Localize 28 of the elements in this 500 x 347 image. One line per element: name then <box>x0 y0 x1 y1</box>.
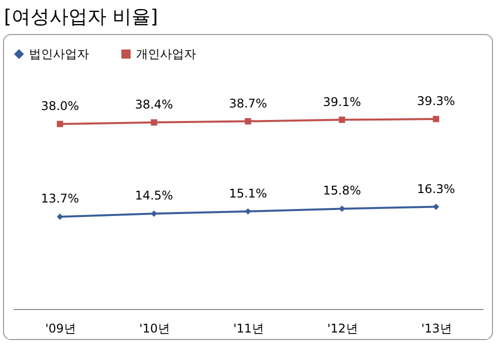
x-tick-label: '13년 <box>421 322 452 336</box>
x-tick-label: '09년 <box>45 322 76 336</box>
data-label: 39.3% <box>416 94 456 108</box>
x-tick-label: '11년 <box>233 322 264 336</box>
point <box>244 118 252 124</box>
data-label: 39.1% <box>322 94 362 109</box>
point <box>338 116 346 123</box>
data-label: 16.3% <box>416 182 456 196</box>
point <box>432 204 440 210</box>
chart-title: [여성사업자 비율] <box>4 5 158 30</box>
data-label: 14.5% <box>134 188 174 203</box>
data-label: 15.1% <box>228 186 268 200</box>
point <box>56 214 64 220</box>
point <box>150 210 158 217</box>
legend-label: 개인사업자 <box>136 47 196 62</box>
point <box>244 208 252 215</box>
data-label: 38.4% <box>134 97 174 112</box>
point <box>150 119 158 126</box>
data-label: 38.7% <box>228 96 268 110</box>
point <box>432 116 440 122</box>
data-label: 38.0% <box>40 98 80 113</box>
data-label: 15.8% <box>322 184 362 198</box>
point <box>56 120 64 128</box>
point <box>338 206 346 212</box>
x-tick-label: '10년 <box>139 322 170 336</box>
legend-label: 법인사업자 <box>29 47 89 62</box>
x-tick-label: '12년 <box>327 322 358 336</box>
data-label: 13.7% <box>40 192 80 206</box>
